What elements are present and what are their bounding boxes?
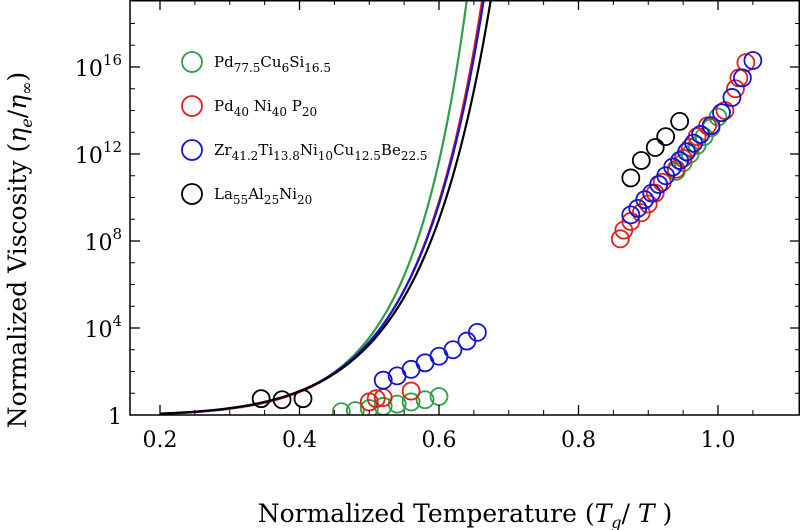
marker-s0-1 xyxy=(345,401,365,415)
marker-s2-14 xyxy=(663,157,683,177)
legend-marker-2 xyxy=(181,139,203,161)
marker-s3-6 xyxy=(656,127,676,147)
marker-s1-3 xyxy=(401,381,421,401)
marker-s1-17 xyxy=(726,79,745,99)
marker-s3-7 xyxy=(670,111,690,131)
x-tick-label-0: 0.2 xyxy=(143,428,178,453)
x-tick-label-3: 0.8 xyxy=(561,428,596,453)
x-axis-title: Normalized Temperature (Tg/ T ) xyxy=(258,499,673,530)
marker-s2-23 xyxy=(743,51,763,70)
marker-s1-4 xyxy=(610,229,630,249)
marker-s3-3 xyxy=(621,168,641,188)
marker-s2-7 xyxy=(467,322,487,342)
marker-s1-1 xyxy=(366,389,386,409)
marker-s2-0 xyxy=(373,370,393,390)
marker-s2-19 xyxy=(701,116,721,136)
marker-s2-8 xyxy=(621,205,641,225)
y-axis-title: Normalized Viscosity (ηe/η∞) xyxy=(3,72,36,429)
marker-s0-6 xyxy=(415,390,435,410)
x-tick-label-2: 0.6 xyxy=(422,428,457,453)
marker-s0-2 xyxy=(359,399,379,415)
marker-s0-0 xyxy=(331,402,351,415)
y-tick-label-4: 1016 xyxy=(75,51,122,82)
marker-s2-10 xyxy=(635,190,655,210)
plot-frame xyxy=(129,0,800,416)
legend-marker-0 xyxy=(181,51,203,73)
legend-marker-3 xyxy=(181,183,203,205)
legend-label-3: La55Al25Ni20 xyxy=(214,185,312,207)
x-tick-label-1: 0.4 xyxy=(282,428,317,453)
y-tick-label-3: 1012 xyxy=(75,138,122,169)
marker-s3-5 xyxy=(645,138,665,157)
legend-label-1: Pd40 Ni40 P20 xyxy=(214,97,317,119)
y-tick-label-1: 104 xyxy=(84,312,122,343)
marker-s1-11 xyxy=(666,159,686,179)
marker-s3-1 xyxy=(272,390,292,410)
legend-label-2: Zr41.2Ti13.8Ni10Cu12.5Be22.5 xyxy=(214,141,428,163)
fit-curves xyxy=(160,0,788,512)
marker-s2-5 xyxy=(443,340,463,360)
marker-s2-20 xyxy=(712,103,731,123)
data-markers xyxy=(251,51,763,415)
marker-s1-19 xyxy=(736,53,756,73)
marker-s0-5 xyxy=(401,392,421,412)
legend-marker-1 xyxy=(181,95,203,117)
marker-s1-13 xyxy=(680,138,700,157)
marker-s1-8 xyxy=(638,194,658,214)
marker-s2-21 xyxy=(722,88,742,107)
legend: Pd77.5Cu6Si16.5 Pd40 Ni40 P20 Zr41.2Ti13.8… xyxy=(181,51,428,207)
legend-label-0: Pd77.5Cu6Si16.5 xyxy=(214,53,331,75)
y-tick-label-0: 1 xyxy=(108,405,122,430)
y-tick-label-2: 108 xyxy=(84,225,122,256)
axes: 0.2 0.4 0.6 0.8 1.0 1 104 108 1012 1016 xyxy=(75,0,800,453)
marker-s3-4 xyxy=(631,151,651,170)
marker-s3-0 xyxy=(251,389,271,409)
fit-line-3 xyxy=(159,0,492,415)
marker-s2-6 xyxy=(457,331,477,351)
marker-s3-2 xyxy=(293,389,313,409)
marker-s2-22 xyxy=(733,68,752,88)
x-tick-label-4: 1.0 xyxy=(701,428,736,453)
